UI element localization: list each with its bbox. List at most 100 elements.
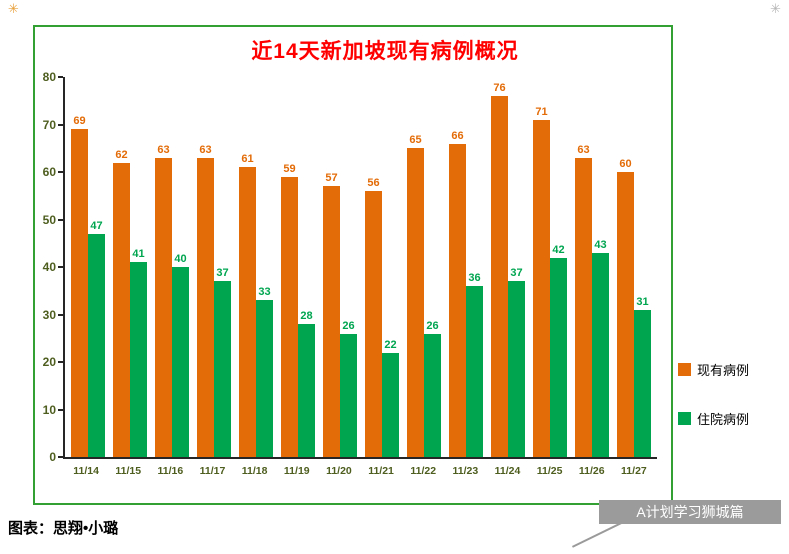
bar-column: 60 [617, 77, 634, 457]
bar [197, 157, 214, 457]
bar-column: 37 [508, 77, 525, 457]
y-axis-tick-mark [58, 123, 63, 126]
bar-value-label: 60 [619, 158, 632, 170]
bar-column: 62 [113, 77, 130, 457]
bar [239, 167, 256, 457]
bar [508, 281, 525, 457]
bar-column: 63 [155, 77, 172, 457]
y-axis-tick-label: 50 [42, 212, 56, 227]
bar [407, 148, 424, 457]
bar-column: 22 [382, 77, 399, 457]
legend-swatch-existing-cases [678, 363, 691, 376]
x-axis-label: 11/24 [494, 465, 521, 477]
bar-column: 43 [592, 77, 609, 457]
x-axis-label: 11/20 [326, 465, 352, 477]
x-axis-label: 11/16 [157, 465, 184, 477]
bar-value-label: 57 [325, 172, 338, 185]
bar-group: 63 43 [571, 77, 613, 457]
bar-value-label: 31 [636, 295, 649, 308]
bar [214, 281, 231, 457]
x-axis-label: 11/25 [536, 465, 563, 477]
bar-column: 42 [550, 77, 567, 457]
bar-value-label: 42 [552, 243, 565, 256]
bar-column: 41 [130, 77, 147, 457]
bar-group: 56 22 [361, 77, 403, 457]
bar [533, 119, 550, 457]
bar-group: 59 28 [277, 77, 319, 457]
bar-value-label: 26 [426, 319, 439, 332]
bar [256, 300, 273, 457]
bar-group: 62 41 [109, 77, 151, 457]
bar-value-label: 33 [258, 286, 271, 299]
bar-column: 61 [239, 77, 256, 457]
bar [634, 309, 651, 457]
bar-value-label: 37 [216, 267, 229, 280]
bar [449, 143, 466, 457]
y-axis-tick-label: 30 [42, 307, 56, 322]
y-axis-tick-label: 80 [42, 70, 56, 84]
bar-column: 31 [634, 77, 651, 457]
decor-icon-top-left: ✳ [8, 1, 19, 16]
x-axis-label: 11/19 [283, 465, 310, 477]
bar [155, 157, 172, 457]
y-axis-tick-label: 0 [49, 450, 56, 464]
bar [550, 257, 567, 457]
bar-value-label: 37 [510, 267, 523, 280]
bar-group: 65 26 [403, 77, 445, 457]
y-axis-tick-mark [58, 408, 63, 411]
x-axis-label: 11/18 [241, 465, 268, 477]
legend-item-hospitalized-cases: 住院病例 [678, 409, 749, 428]
bar-column: 59 [281, 77, 298, 457]
chart-frame: 近14天新加坡现有病例概况 69 47 62 41 63 40 63 37 61 33 59 28 57… [33, 25, 673, 505]
bar [172, 267, 189, 457]
bar-column: 33 [256, 77, 273, 457]
bar-value-label: 76 [493, 82, 506, 94]
bar-group: 66 36 [445, 77, 487, 457]
y-axis-tick-mark [58, 76, 63, 78]
bar-group: 71 42 [529, 77, 571, 457]
bar-value-label: 26 [342, 319, 355, 332]
bar-column: 56 [365, 77, 382, 457]
x-axis-label: 11/26 [578, 465, 605, 477]
y-axis-tick-label: 40 [42, 260, 56, 274]
y-axis-tick-label: 20 [42, 355, 56, 369]
legend-label-hospitalized-cases: 住院病例 [697, 412, 750, 427]
bar-value-label: 62 [115, 148, 128, 161]
bar-column: 36 [466, 77, 483, 457]
bar-column: 63 [197, 77, 214, 457]
y-axis-tick-label: 70 [42, 117, 56, 132]
bar [575, 157, 592, 457]
y-axis-tick-mark [58, 218, 63, 221]
y-axis-tick-label: 60 [42, 165, 56, 179]
bar-group: 63 40 [151, 77, 193, 457]
y-axis-tick-mark [58, 266, 63, 268]
x-axis-label: 11/21 [368, 465, 394, 477]
bar [382, 352, 399, 457]
bar [113, 162, 130, 457]
bar-value-label: 61 [241, 153, 254, 166]
bar [130, 262, 147, 457]
bar-value-label: 71 [535, 105, 548, 118]
bar-value-label: 56 [367, 177, 380, 189]
bar [71, 129, 88, 457]
bar [365, 191, 382, 457]
bar-value-label: 41 [132, 248, 145, 261]
bar-value-label: 40 [174, 253, 187, 265]
y-axis-tick-mark [58, 313, 63, 316]
bar-value-label: 63 [199, 143, 212, 156]
bar [491, 96, 508, 457]
bar-column: 26 [424, 77, 441, 457]
bar-value-label: 22 [384, 338, 397, 351]
bar-column: 28 [298, 77, 315, 457]
chart-credit: 图表：思翔•小璐 [8, 520, 119, 537]
bar-value-label: 36 [468, 272, 481, 284]
watermark-badge: A计划学习狮城篇 [599, 500, 781, 524]
bar-group: 63 37 [193, 77, 235, 457]
bar-group: 60 31 [613, 77, 655, 457]
bar-column: 69 [71, 77, 88, 457]
bar [617, 172, 634, 457]
legend-item-existing-cases: 现有病例 [678, 360, 749, 379]
x-axis-label: 11/22 [410, 465, 437, 477]
x-axis-label: 11/15 [115, 465, 142, 477]
legend-label-existing-cases: 现有病例 [697, 363, 750, 378]
